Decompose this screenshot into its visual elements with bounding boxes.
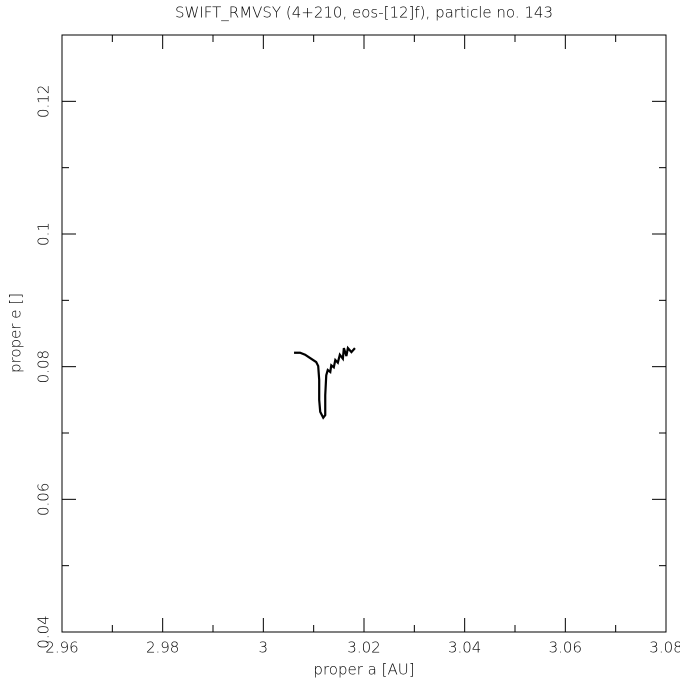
y-tick-label: 0.1: [35, 222, 53, 246]
data-line: [294, 345, 356, 420]
x-tick-label: 3.06: [549, 639, 582, 657]
x-tick-label: 3.04: [448, 639, 481, 657]
y-tick-label: 0.12: [35, 85, 53, 118]
x-tick-label: 2.98: [146, 639, 179, 657]
x-tick-label: 3.08: [649, 639, 680, 657]
x-axis-label: proper a [AU]: [313, 661, 414, 679]
y-tick-label: 0.04: [35, 615, 53, 648]
x-tick-label: 2.96: [45, 639, 78, 657]
y-tick-label: 0.08: [35, 350, 53, 383]
chart-title: SWIFT_RMVSY (4+210, eos-[12]f), particle…: [175, 4, 553, 22]
y-tick-label: 0.06: [35, 483, 53, 516]
plot-frame: [61, 34, 667, 633]
x-tick-label: 3: [259, 639, 269, 657]
x-tick-label: 3.02: [347, 639, 380, 657]
y-axis-label: proper e []: [7, 293, 25, 373]
